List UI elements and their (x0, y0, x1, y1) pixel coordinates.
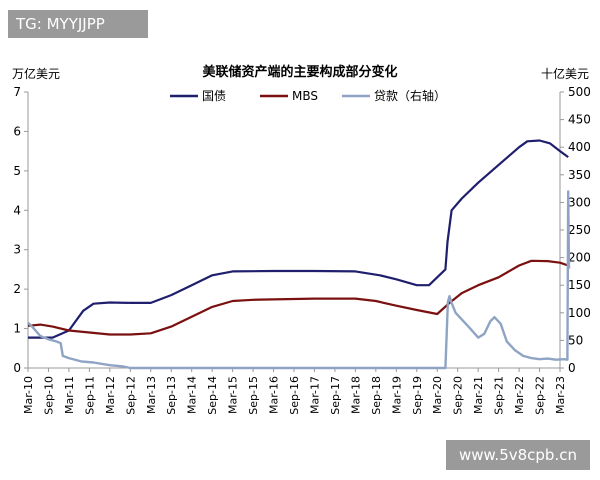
legend-label: 国债 (202, 89, 226, 103)
right-tick-label: 250 (568, 223, 591, 237)
left-tick-label: 4 (13, 203, 21, 217)
chart-title: 美联储资产端的主要构成部分变化 (202, 64, 397, 80)
x-tick-label: Mar-16 (268, 376, 281, 414)
x-tick-label: Mar-12 (104, 376, 117, 414)
right-axis-ticks: 0 50 100 150 200 250 300 350 400 450 500 (560, 85, 591, 375)
x-tick-label: Sep-18 (370, 376, 383, 415)
x-tick-label: Sep-22 (534, 376, 547, 415)
left-tick-label: 3 (13, 243, 21, 257)
left-tick-label: 5 (13, 164, 21, 178)
right-tick-label: 0 (568, 361, 576, 375)
right-tick-label: 100 (568, 306, 591, 320)
series-layer (27, 139, 571, 370)
right-tick-label: 200 (568, 251, 591, 265)
right-tick-label: 300 (568, 195, 591, 209)
right-tick-label: 350 (568, 168, 591, 182)
x-tick-label: Sep-17 (329, 376, 342, 415)
x-axis-ticks: Mar-10 Sep-10 Mar-11 Sep-11 Mar-12 Sep-12 Mar-… (22, 368, 567, 415)
x-tick-label: Mar-23 (554, 376, 567, 414)
right-tick-label: 400 (568, 140, 591, 154)
left-tick-label: 1 (13, 322, 21, 336)
x-tick-label: Mar-19 (390, 376, 403, 414)
x-tick-label: Mar-22 (513, 376, 526, 414)
x-tick-label: Sep-10 (42, 376, 55, 415)
left-tick-label: 7 (13, 85, 21, 99)
x-tick-label: Sep-12 (124, 376, 137, 415)
left-axis-ticks: 0 1 2 3 4 5 6 7 (13, 85, 28, 375)
x-tick-label: Sep-13 (165, 376, 178, 415)
left-axis-unit: 万亿美元 (12, 66, 60, 81)
x-tick-label: Sep-11 (83, 376, 96, 415)
series-line-2 (27, 190, 571, 370)
series-line-0 (28, 139, 569, 339)
right-tick-label: 150 (568, 278, 591, 292)
x-tick-label: Mar-15 (227, 376, 240, 414)
x-tick-label: Mar-20 (431, 376, 444, 414)
x-tick-label: Sep-20 (452, 376, 465, 415)
x-tick-label: Sep-19 (411, 376, 424, 415)
x-tick-label: Mar-17 (308, 376, 321, 414)
x-tick-label: Sep-15 (247, 376, 260, 415)
right-axis-unit: 十亿美元 (541, 66, 589, 81)
left-tick-label: 6 (13, 124, 21, 138)
right-tick-label: 450 (568, 113, 591, 127)
x-tick-label: Mar-14 (186, 376, 199, 414)
tag-label: TG: MYYJJPP (8, 10, 148, 38)
watermark-label: www.5v8cpb.cn (446, 440, 590, 470)
right-tick-label: 50 (568, 333, 583, 347)
x-tick-label: Mar-13 (145, 376, 158, 414)
x-tick-label: Sep-16 (288, 376, 301, 415)
x-tick-label: Sep-21 (493, 376, 506, 415)
x-tick-label: Mar-10 (22, 376, 35, 414)
legend-label: 贷款（右轴） (374, 88, 446, 103)
legend-label: MBS (292, 89, 318, 103)
series-line-1 (27, 259, 569, 336)
x-tick-label: Mar-11 (63, 376, 76, 414)
legend: 国债 MBS 贷款（右轴） (170, 88, 446, 103)
x-tick-label: Mar-21 (472, 376, 485, 414)
left-tick-label: 2 (13, 282, 21, 296)
x-tick-label: Sep-14 (206, 376, 219, 415)
left-tick-label: 0 (13, 361, 21, 375)
x-tick-label: Mar-18 (349, 376, 362, 414)
right-tick-label: 500 (568, 85, 591, 99)
